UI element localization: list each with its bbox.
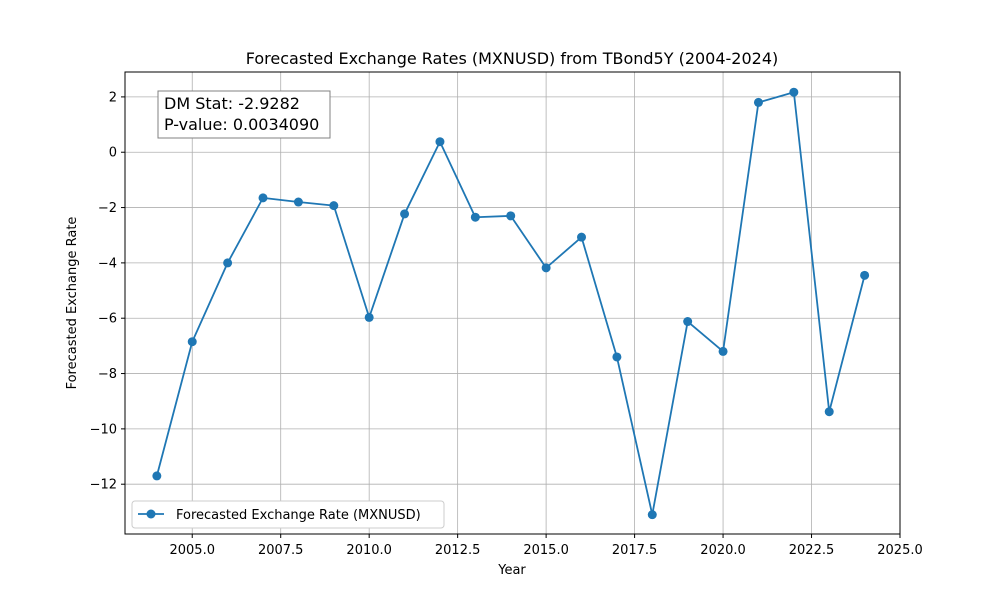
data-point (683, 317, 693, 327)
data-point (258, 193, 268, 203)
data-point (400, 209, 410, 219)
series-layer (152, 87, 870, 520)
data-point (435, 137, 445, 147)
data-point (647, 510, 657, 520)
x-tick-label: 2020.0 (700, 543, 746, 558)
data-point (293, 197, 303, 207)
chart-title: Forecasted Exchange Rates (MXNUSD) from … (246, 49, 779, 68)
x-tick-label: 2022.5 (789, 543, 835, 558)
data-point (718, 346, 728, 356)
data-point (789, 87, 799, 97)
x-tick-label: 2015.0 (523, 543, 569, 558)
data-point (364, 312, 374, 322)
stats-annotation-box: DM Stat: -2.9282 P-value: 0.0034090 (157, 90, 331, 139)
data-point (753, 97, 763, 107)
x-axis: 2005.0 2007.5 2010.0 2012.5 2015.0 2017.5 2020… (169, 534, 923, 558)
x-tick-label: 2012.5 (435, 543, 481, 558)
y-tick-label: −2 (98, 201, 117, 216)
plot-area (124, 71, 901, 535)
x-tick-label: 2017.5 (612, 543, 658, 558)
x-tick-label: 2010.0 (346, 543, 392, 558)
legend-marker-swatch (146, 509, 156, 519)
legend: Forecasted Exchange Rate (MXNUSD) (131, 500, 445, 529)
data-point (152, 471, 162, 481)
y-axis: −12 −10 −8 −6 −4 −2 0 2 (90, 90, 125, 493)
data-point (612, 352, 622, 362)
data-point (187, 337, 197, 347)
y-tick-label: −8 (98, 367, 117, 382)
dm-stat-text: DM Stat: -2.9282 (164, 94, 300, 113)
x-axis-label: Year (497, 563, 526, 578)
y-tick-label: −12 (90, 478, 117, 493)
y-axis-label: Forecasted Exchange Rate (65, 217, 80, 390)
legend-box (131, 500, 445, 529)
y-tick-label: 2 (109, 90, 117, 105)
data-point (470, 212, 480, 222)
data-point (329, 201, 339, 211)
p-value-text: P-value: 0.0034090 (164, 115, 319, 134)
data-point (577, 232, 587, 242)
y-tick-label: −10 (90, 422, 117, 437)
y-tick-label: −4 (98, 256, 117, 271)
data-point (824, 407, 834, 417)
y-tick-label: −6 (98, 312, 117, 327)
data-point (223, 258, 233, 268)
x-tick-label: 2005.0 (169, 543, 215, 558)
data-point (860, 270, 870, 280)
x-tick-label: 2025.0 (877, 543, 923, 558)
legend-label: Forecasted Exchange Rate (MXNUSD) (176, 508, 421, 523)
data-point (506, 211, 516, 221)
x-tick-label: 2007.5 (258, 543, 304, 558)
y-tick-label: 0 (109, 146, 117, 161)
data-point (541, 263, 551, 273)
